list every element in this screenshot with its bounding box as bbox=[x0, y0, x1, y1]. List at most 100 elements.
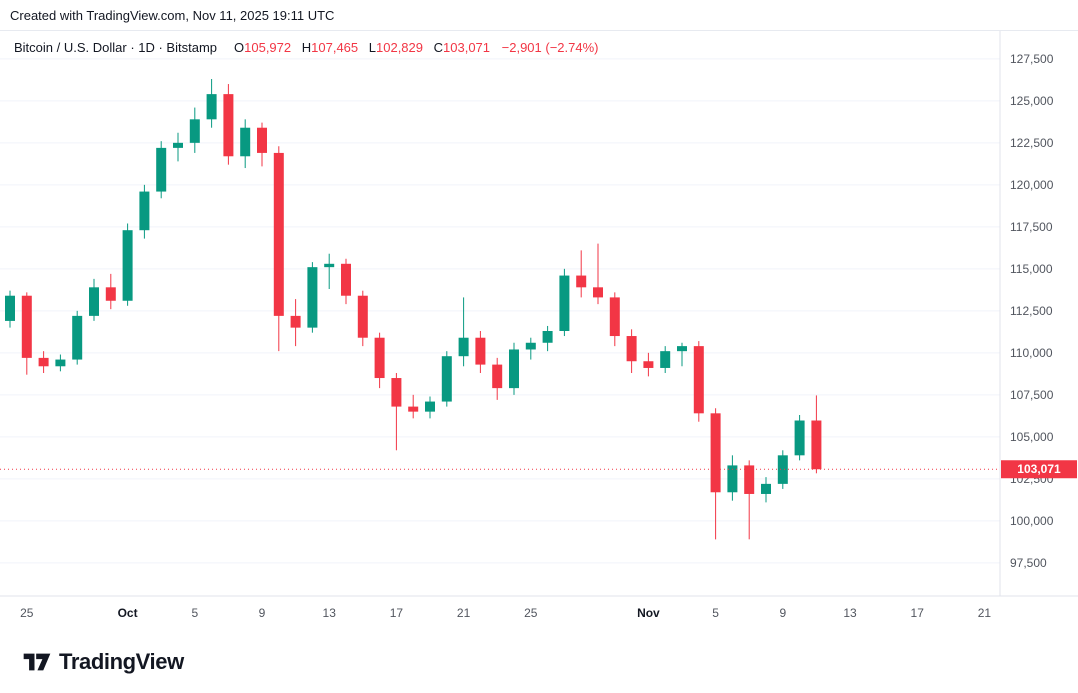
time-tick-label: 9 bbox=[779, 606, 786, 620]
candle-body bbox=[189, 119, 200, 143]
price-tick-label: 122,500 bbox=[1010, 136, 1054, 150]
time-tick-label: 25 bbox=[20, 606, 34, 620]
candle-body bbox=[710, 413, 721, 493]
price-tick-label: 110,000 bbox=[1010, 346, 1053, 360]
candle-body bbox=[492, 364, 503, 389]
candle-body bbox=[5, 295, 15, 321]
candle-body bbox=[206, 94, 217, 120]
time-tick-month-label: Oct bbox=[118, 606, 138, 620]
time-tick-label: 25 bbox=[524, 606, 538, 620]
price-scale[interactable]: 97,500100,000102,500105,000107,500110,00… bbox=[1010, 52, 1054, 570]
candle-body bbox=[38, 357, 49, 367]
change-value: −2,901 (−2.74%) bbox=[501, 40, 599, 55]
time-tick-label: 17 bbox=[390, 606, 404, 620]
low-value: 102,829 bbox=[376, 40, 423, 55]
candle-body bbox=[475, 337, 486, 365]
candle-body bbox=[290, 315, 301, 328]
candle-body bbox=[105, 287, 116, 301]
candle-body bbox=[21, 295, 32, 358]
candles bbox=[5, 79, 822, 540]
time-tick-label: 21 bbox=[457, 606, 471, 620]
candle-body bbox=[156, 147, 167, 192]
candle-body bbox=[425, 401, 435, 412]
time-tick-label: 5 bbox=[712, 606, 719, 620]
candle-body bbox=[408, 406, 419, 412]
candle-body bbox=[139, 191, 150, 231]
price-tick-label: 117,500 bbox=[1010, 220, 1053, 234]
candle-body bbox=[441, 356, 452, 402]
price-tick-label: 120,000 bbox=[1010, 178, 1054, 192]
open-label: O bbox=[234, 40, 245, 55]
candle-body bbox=[458, 337, 469, 357]
tradingview-logo[interactable]: TradingView bbox=[22, 649, 184, 675]
time-tick-label: 17 bbox=[911, 606, 925, 620]
tradingview-logo-text: TradingView bbox=[59, 649, 184, 674]
price-tick-label: 115,000 bbox=[1010, 262, 1053, 276]
candle-body bbox=[660, 351, 671, 368]
price-tick-label: 107,500 bbox=[1010, 388, 1054, 402]
high-value: 107,465 bbox=[311, 40, 359, 55]
candle-body bbox=[273, 152, 284, 316]
high-label: H bbox=[301, 40, 312, 55]
tradingview-logo-icon bbox=[23, 653, 51, 671]
candle-body bbox=[811, 420, 822, 470]
candle-body bbox=[307, 267, 318, 328]
price-tick-label: 127,500 bbox=[1010, 52, 1054, 66]
candle-body bbox=[223, 94, 234, 157]
candle-body bbox=[794, 420, 805, 456]
candle-body bbox=[89, 287, 99, 316]
candle-body bbox=[744, 465, 755, 494]
grid-lines bbox=[0, 58, 1000, 564]
candlestick-chart[interactable]: 97,500100,000102,500105,000107,500110,00… bbox=[0, 31, 1078, 631]
candle-body bbox=[374, 337, 385, 379]
candle-body bbox=[55, 359, 66, 367]
candle-body bbox=[391, 378, 402, 407]
price-tick-label: 125,000 bbox=[1010, 94, 1054, 108]
candle-body bbox=[122, 230, 133, 301]
candle-body bbox=[643, 361, 654, 368]
candle-body bbox=[341, 263, 351, 296]
candle-body bbox=[173, 142, 183, 148]
close-value: 103,071 bbox=[443, 40, 491, 55]
candle-body bbox=[677, 346, 687, 352]
candle-body bbox=[777, 455, 788, 484]
attribution-bar: Created with TradingView.com, Nov 11, 20… bbox=[0, 0, 1078, 30]
time-tick-label: 13 bbox=[843, 606, 857, 620]
time-tick-month-label: Nov bbox=[637, 606, 660, 620]
candle-body bbox=[324, 263, 335, 268]
candle-body bbox=[542, 331, 553, 343]
time-tick-label: 21 bbox=[978, 606, 992, 620]
time-scale[interactable]: 25 Oct 5 9 13 17 21 25 Nov 5 9 13 17 21 bbox=[20, 606, 991, 620]
candle-body bbox=[240, 127, 251, 157]
current-price-badge: 103,071 bbox=[1001, 460, 1077, 479]
time-tick-label: 5 bbox=[191, 606, 198, 620]
candle-body bbox=[593, 287, 603, 298]
time-tick-label: 13 bbox=[323, 606, 337, 620]
candle-body bbox=[525, 342, 536, 350]
close-label: C bbox=[433, 40, 444, 55]
time-tick-label: 9 bbox=[259, 606, 266, 620]
candle-body bbox=[609, 297, 620, 337]
price-tick-label: 97,500 bbox=[1010, 556, 1047, 570]
candle-body bbox=[576, 275, 587, 288]
price-badge-value: 103,071 bbox=[1017, 462, 1061, 476]
price-tick-label: 105,000 bbox=[1010, 430, 1054, 444]
candle-body bbox=[693, 346, 704, 414]
price-tick-label: 100,000 bbox=[1010, 514, 1054, 528]
footer: TradingView bbox=[0, 631, 1078, 693]
candle-body bbox=[559, 275, 570, 331]
candle-body bbox=[509, 349, 519, 389]
chart-legend: Bitcoin / U.S. Dollar · 1D · Bitstamp O1… bbox=[14, 40, 599, 55]
created-with-text: Created with TradingView.com, Nov 11, 20… bbox=[10, 7, 335, 23]
candle-body bbox=[761, 483, 771, 494]
ohlc-values: O105,972 H107,465 L102,829 C103,071 −2,9… bbox=[227, 40, 599, 55]
candle-body bbox=[626, 336, 637, 362]
price-badge-bg bbox=[1001, 460, 1077, 479]
candle-body bbox=[727, 465, 738, 493]
open-value: 105,972 bbox=[244, 40, 292, 55]
candle-body bbox=[72, 315, 83, 360]
symbol-title[interactable]: Bitcoin / U.S. Dollar · 1D · Bitstamp bbox=[14, 40, 217, 55]
chart-area[interactable]: 97,500 100,000 102,500 105,000 107,500 110,00… bbox=[0, 30, 1078, 631]
candle-body bbox=[357, 295, 368, 338]
